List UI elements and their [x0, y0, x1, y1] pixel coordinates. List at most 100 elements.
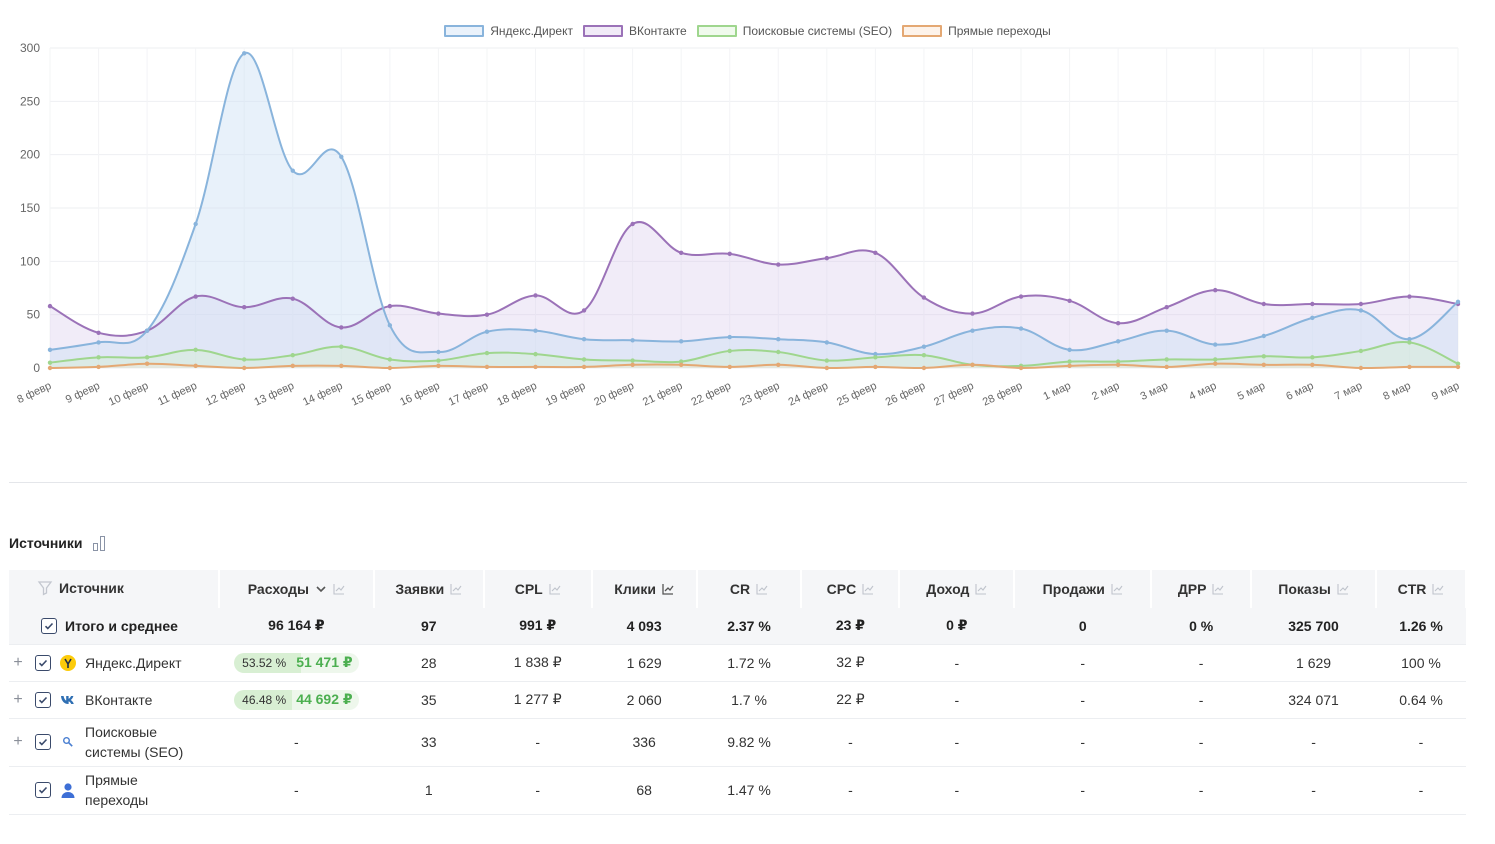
source-name-line2: системы (SEO) [85, 744, 184, 760]
chart-legend: Яндекс.Директ ВКонтакте Поисковые систем… [0, 24, 1495, 38]
source-name: Яндекс.Директ [85, 654, 182, 671]
legend-item-seo[interactable]: Поисковые системы (SEO) [696, 24, 893, 38]
data-point [242, 51, 247, 56]
header-leads[interactable]: Заявки [373, 570, 485, 608]
x-tick-label: 9 мар [1430, 380, 1461, 403]
x-tick-label: 27 февр [932, 380, 976, 409]
data-point [727, 364, 732, 370]
expand-icon[interactable]: + [13, 653, 23, 671]
legend-label-seo: Поисковые системы (SEO) [742, 24, 893, 38]
y-tick-label: 250 [20, 94, 40, 108]
header-cpc[interactable]: CPC [801, 570, 901, 608]
trend-icon[interactable] [333, 583, 345, 595]
header-shows[interactable]: Показы [1251, 570, 1377, 608]
header-cpc-label: CPC [826, 581, 857, 597]
sort-desc-icon[interactable] [315, 583, 327, 595]
data-point [824, 358, 830, 363]
total-spend: 96 164 ₽ [218, 608, 374, 645]
spend-share-pill: 46.48 % 44 692 ₽ [234, 689, 359, 710]
header-clicks[interactable]: Клики [591, 570, 698, 608]
data-point [1213, 342, 1218, 347]
total-source-cell: Итого и среднее [9, 608, 219, 645]
data-point [776, 262, 781, 267]
data-point [1115, 321, 1121, 326]
y-tick-label: 100 [20, 254, 40, 268]
y-tick-label: 50 [27, 308, 41, 322]
data-point [484, 312, 490, 317]
header-leads-label: Заявки [395, 581, 445, 597]
series-line-2 [49, 340, 1459, 368]
expand-icon[interactable]: + [13, 733, 23, 750]
data-point [824, 365, 830, 371]
row-checkbox[interactable] [35, 654, 51, 671]
x-tick-label: 24 февр [787, 380, 831, 409]
total-drr: 0 % [1151, 608, 1252, 645]
legend-item-direct[interactable]: Прямые переходы [902, 24, 1051, 38]
bar-chart-icon[interactable] [92, 535, 105, 551]
total-sales: 0 [1014, 608, 1152, 645]
sources-title: Источники [9, 535, 83, 551]
table-row-seo[interactable]: + Поисковые системы (SEO) - 33 - 336 9.82… [9, 718, 1466, 767]
data-point [1213, 287, 1218, 293]
table-row-yandex[interactable]: + Яндекс.Директ 53.52 % 51 471 ₽ 28 1 83… [9, 644, 1466, 682]
x-tick-label: 3 мар [1139, 380, 1170, 403]
header-cr[interactable]: CR [696, 570, 803, 608]
data-point [1115, 339, 1121, 344]
header-sales-label: Продажи [1042, 581, 1105, 597]
total-checkbox[interactable] [41, 617, 57, 634]
data-point [678, 359, 684, 364]
trend-icon[interactable] [1212, 583, 1224, 595]
header-sales[interactable]: Продажи [1014, 570, 1153, 608]
header-ctr-label: CTR [1397, 581, 1427, 597]
filter-icon[interactable] [37, 580, 53, 596]
data-point [242, 305, 247, 310]
header-ctr[interactable]: CTR [1376, 570, 1467, 608]
data-point [776, 337, 781, 342]
header-income[interactable]: Доход [899, 570, 1016, 608]
header-spend[interactable]: Расходы [218, 570, 375, 608]
data-point [339, 154, 344, 159]
trend-icon[interactable] [1337, 583, 1349, 595]
data-point [1018, 294, 1024, 299]
trend-icon[interactable] [975, 583, 987, 595]
ctr-cell: 0.64 % [1376, 681, 1466, 719]
data-point [1018, 326, 1024, 331]
data-point [970, 311, 975, 316]
trend-icon[interactable] [1111, 583, 1123, 595]
row-checkbox[interactable] [35, 691, 51, 708]
legend-item-vk[interactable]: ВКонтакте [582, 24, 687, 38]
x-tick-label: 2 мар [1090, 380, 1121, 403]
leads-cell: 28 [373, 644, 484, 682]
row-checkbox[interactable] [35, 782, 51, 798]
table-row-vk[interactable]: + ВКонтакте 46.48 % 44 692 ₽ 35 1 277 ₽ … [9, 681, 1466, 719]
row-checkbox[interactable] [35, 734, 51, 750]
cr-cell: 1.47 % [696, 766, 802, 815]
expand-icon[interactable]: + [13, 690, 23, 708]
cpl-cell: - [483, 766, 592, 815]
legend-item-yandex[interactable]: Яндекс.Директ [444, 24, 573, 38]
trend-icon[interactable] [1432, 583, 1444, 595]
cr-cell: 1.72 % [696, 644, 802, 682]
x-tick-label: 10 февр [107, 380, 151, 409]
table-row-direct[interactable]: Прямые переходы - 1 - 68 1.47 % - - - - -… [9, 766, 1466, 815]
legend-swatch-seo [696, 25, 737, 37]
clicks-cell: 2 060 [591, 681, 697, 719]
data-point [1067, 363, 1072, 369]
trend-icon-active[interactable] [662, 583, 674, 595]
table-total-row: Итого и среднее 96 164 ₽ 97 991 ₽ 4 093 … [9, 608, 1466, 645]
leads-cell: 35 [373, 681, 484, 719]
user-icon [59, 781, 77, 799]
data-point [533, 328, 538, 333]
trend-icon[interactable] [450, 583, 462, 595]
header-source[interactable]: Источник [9, 570, 220, 608]
trend-icon[interactable] [862, 583, 874, 595]
trend-icon[interactable] [756, 583, 768, 595]
header-drr[interactable]: ДРР [1151, 570, 1253, 608]
trend-icon[interactable] [549, 583, 561, 595]
total-cpc: 23 ₽ [801, 608, 900, 645]
data-point [193, 363, 198, 369]
y-tick-label: 200 [20, 148, 40, 162]
data-point [290, 296, 295, 301]
header-cpl[interactable]: CPL [483, 570, 593, 608]
shows-cell: - [1251, 766, 1376, 815]
